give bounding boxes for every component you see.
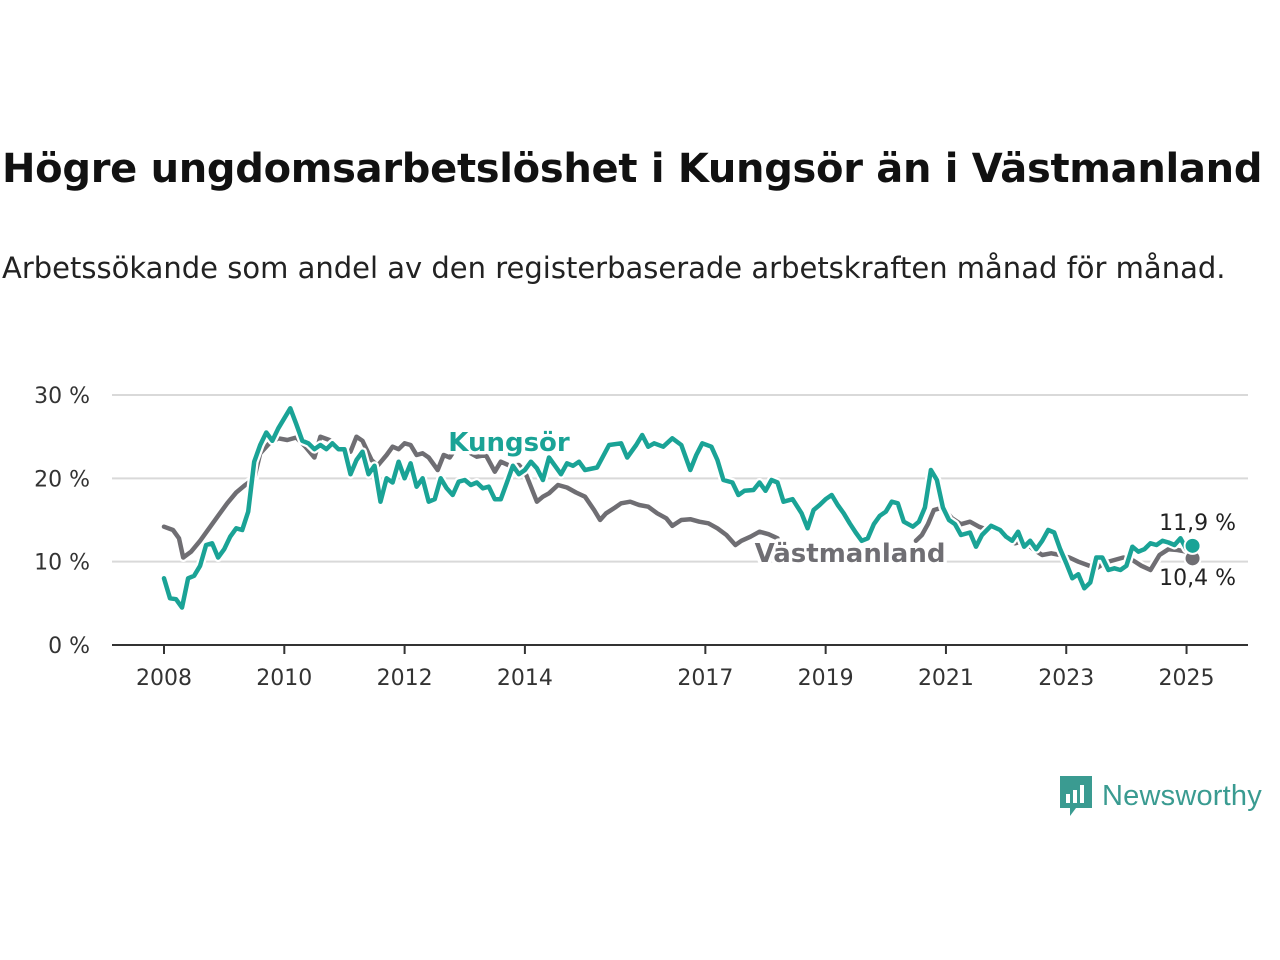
chart-title: Högre ungdomsarbetslöshet i Kungsör än i… — [2, 146, 1263, 192]
end-value-kungsor: 11,9 % — [1159, 511, 1236, 536]
end-value-vastmanland: 10,4 % — [1159, 566, 1236, 591]
end-marker-kungsor — [1183, 536, 1202, 555]
series-label-kungsor: Kungsör — [448, 428, 570, 458]
y-tick-label: 20 % — [34, 467, 90, 492]
series-line-kungs-r — [161, 406, 1195, 610]
series-lines — [159, 403, 1198, 612]
x-tick-label: 2017 — [677, 666, 733, 691]
series-label-vastmanland-halo: Västmanland — [755, 539, 946, 569]
y-tick-label: 30 % — [34, 384, 90, 409]
x-tick-label: 2023 — [1038, 666, 1094, 691]
brand-name: Newsworthy — [1102, 779, 1262, 812]
x-axis: 2008 2010 2012 2014 2017 2019 2021 2023 2025 — [112, 644, 1248, 691]
newsworthy-logo: Newsworthy — [1058, 774, 1262, 818]
series-labels: KungsörKungsörVästmanlandVästmanland11,9… — [445, 425, 1240, 595]
x-tick-label: 2021 — [918, 666, 974, 691]
series-label-kungsor-halo: Kungsör — [448, 428, 570, 458]
x-tick-label: 2014 — [497, 666, 553, 691]
series-label-vastmanland: Västmanland — [755, 539, 946, 569]
newsworthy-logo-icon — [1060, 776, 1092, 816]
y-axis-labels: 0 % 10 % 20 % 30 % — [34, 384, 90, 659]
end-value-vastmanland-halo: 10,4 % — [1159, 566, 1236, 591]
x-tick-label: 2008 — [136, 666, 192, 691]
gridlines — [112, 394, 1248, 563]
x-tick-label: 2025 — [1159, 666, 1215, 691]
line-chart: 0 % 10 % 20 % 30 % 2008 2010 2012 2014 2017 2019… — [34, 384, 1248, 691]
end-value-kungsor-halo: 11,9 % — [1159, 511, 1236, 536]
x-tick-label: 2012 — [377, 666, 433, 691]
x-tick-label: 2010 — [256, 666, 312, 691]
y-tick-label: 0 % — [48, 634, 90, 659]
x-tick-label: 2019 — [798, 666, 854, 691]
y-tick-label: 10 % — [34, 551, 90, 576]
chart-subtitle: Arbetssökande som andel av den registerb… — [2, 251, 1226, 285]
